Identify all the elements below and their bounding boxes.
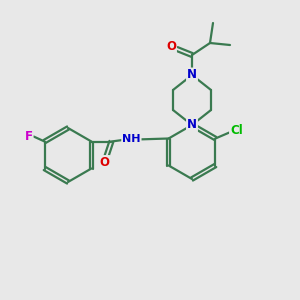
Text: Cl: Cl bbox=[230, 124, 243, 137]
Text: N: N bbox=[187, 68, 197, 82]
Text: O: O bbox=[99, 156, 110, 169]
Text: NH: NH bbox=[122, 134, 141, 145]
Text: O: O bbox=[166, 40, 176, 52]
Text: F: F bbox=[25, 130, 33, 143]
Text: N: N bbox=[187, 118, 197, 131]
